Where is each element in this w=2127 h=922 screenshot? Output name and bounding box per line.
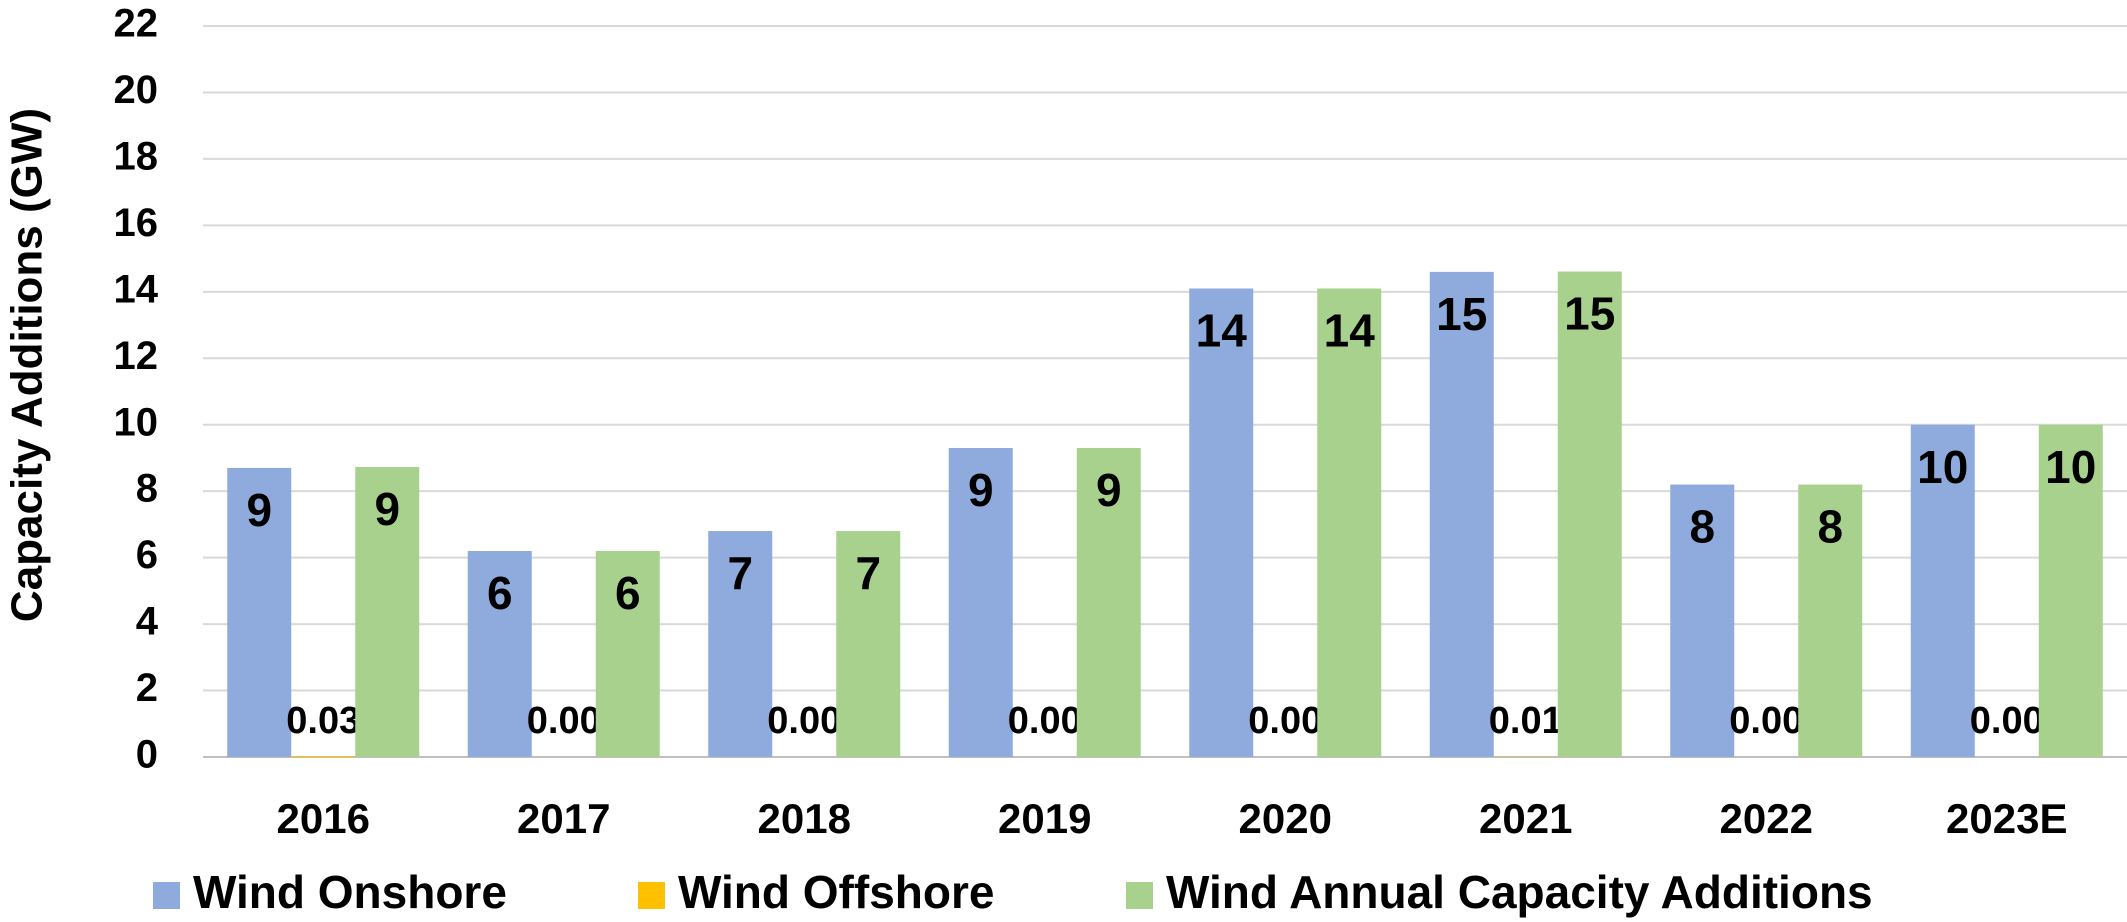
y-tick-label: 2 (136, 666, 158, 710)
x-tick-label: 2022 (1720, 795, 1813, 842)
y-tick-label: 12 (114, 334, 159, 378)
data-label: 0.00 (1970, 700, 2044, 742)
y-tick-label: 14 (114, 267, 159, 311)
y-tick-label: 22 (114, 2, 159, 46)
data-label: 0.00 (767, 700, 841, 742)
bar (1076, 447, 1141, 757)
y-tick-label: 0 (136, 733, 158, 777)
data-label: 7 (855, 547, 881, 599)
bar (1798, 484, 1863, 757)
data-label: 9 (246, 484, 272, 536)
x-tick-label: 2023E (1946, 795, 2067, 842)
y-axis-title: Capacity Additions (GW) (3, 108, 52, 622)
data-label: 9 (374, 483, 400, 535)
bar (1557, 271, 1622, 757)
data-label: 14 (1196, 305, 1248, 357)
y-tick-label: 10 (114, 400, 159, 444)
data-label: 7 (727, 547, 753, 599)
x-tick-label: 2019 (998, 795, 1091, 842)
y-tick-label: 8 (136, 467, 158, 511)
y-tick-label: 4 (136, 600, 159, 644)
data-label: 0.03 (286, 700, 360, 742)
data-label: 8 (1817, 501, 1843, 553)
data-label: 0.01 (1489, 700, 1563, 742)
bar (1317, 288, 1382, 757)
bar (708, 531, 773, 757)
bar (2038, 424, 2103, 757)
data-label: 9 (968, 464, 994, 516)
y-tick-label: 20 (114, 68, 159, 112)
data-label: 6 (487, 567, 513, 619)
bar (1670, 484, 1735, 757)
legend-label: Wind Offshore (678, 866, 994, 918)
legend-label: Wind Onshore (193, 866, 507, 918)
x-tick-label: 2021 (1479, 795, 1572, 842)
data-label: 6 (615, 567, 641, 619)
data-label: 10 (2045, 441, 2096, 493)
data-label: 8 (1689, 501, 1715, 553)
data-label: 0.00 (527, 700, 601, 742)
data-label: 10 (1917, 441, 1968, 493)
legend-swatch (1126, 882, 1153, 909)
bar (1429, 271, 1494, 757)
bar (836, 531, 901, 757)
x-tick-label: 2018 (758, 795, 851, 842)
y-tick-label: 16 (114, 201, 159, 245)
data-label: 15 (1436, 288, 1487, 340)
x-tick-label: 2020 (1239, 795, 1332, 842)
legend-swatch (638, 882, 665, 909)
data-label: 0.00 (1729, 700, 1803, 742)
y-tick-label: 6 (136, 533, 158, 577)
data-label: 0.00 (1248, 700, 1322, 742)
data-label: 14 (1324, 305, 1376, 357)
bar (467, 550, 532, 757)
x-tick-label: 2016 (277, 795, 370, 842)
x-tick-label: 2017 (517, 795, 610, 842)
bar (595, 550, 660, 757)
data-label: 0.00 (1008, 700, 1082, 742)
bar (355, 466, 420, 757)
bar (1189, 288, 1254, 757)
legend-label: Wind Annual Capacity Additions (1166, 866, 1873, 918)
bar (1910, 424, 1975, 757)
bar (948, 447, 1013, 757)
legend-swatch (153, 882, 180, 909)
y-tick-label: 18 (114, 134, 159, 178)
bar (227, 467, 292, 757)
data-label: 9 (1096, 464, 1122, 516)
bar (291, 756, 356, 757)
data-label: 15 (1564, 288, 1615, 340)
